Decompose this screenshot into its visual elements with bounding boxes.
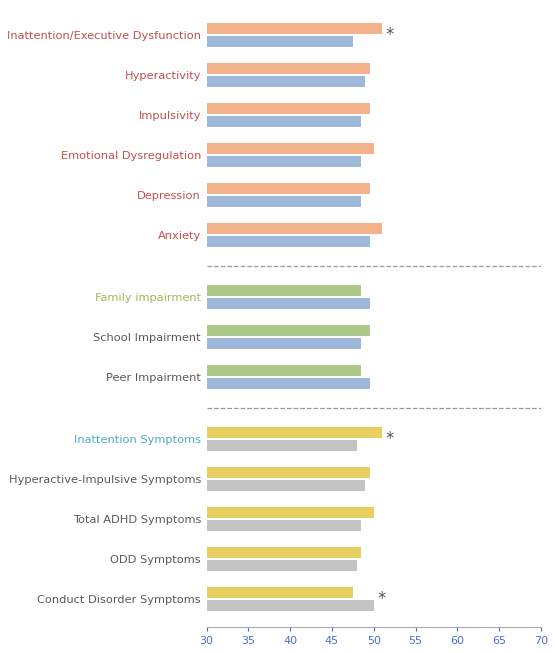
Bar xyxy=(206,76,365,87)
Text: *: * xyxy=(386,26,394,44)
Bar xyxy=(206,365,361,376)
Bar xyxy=(206,223,382,234)
Bar xyxy=(206,285,361,296)
Bar xyxy=(206,183,370,194)
Bar xyxy=(206,587,353,598)
Bar xyxy=(206,467,370,478)
Bar xyxy=(206,507,374,518)
Bar xyxy=(206,338,361,349)
Bar xyxy=(206,325,370,336)
Bar xyxy=(206,103,370,114)
Bar xyxy=(206,560,357,571)
Bar xyxy=(206,298,370,309)
Bar xyxy=(206,600,374,611)
Bar xyxy=(206,547,361,558)
Bar xyxy=(206,116,361,127)
Bar xyxy=(206,236,370,247)
Bar xyxy=(206,36,353,47)
Bar xyxy=(206,63,370,74)
Bar xyxy=(206,156,361,167)
Bar xyxy=(206,480,365,491)
Text: *: * xyxy=(377,590,386,608)
Bar xyxy=(206,143,374,154)
Bar xyxy=(206,378,370,389)
Text: *: * xyxy=(386,430,394,448)
Bar xyxy=(206,520,361,531)
Bar xyxy=(206,440,357,451)
Bar xyxy=(206,196,361,207)
Bar xyxy=(206,23,382,34)
Bar xyxy=(206,427,382,438)
